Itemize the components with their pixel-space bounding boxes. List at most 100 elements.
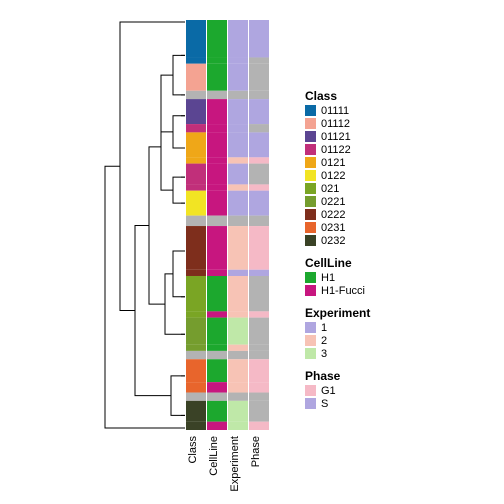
- legend-label: H1: [321, 272, 335, 284]
- heat-cell: [249, 359, 269, 382]
- heat-cell: [249, 311, 269, 317]
- heat-cell: [228, 318, 248, 345]
- legend-title: CellLine: [305, 256, 352, 270]
- legend-swatch: [305, 322, 316, 333]
- dendro-edge: [135, 225, 171, 395]
- dendro-edge: [173, 116, 185, 148]
- heat-cell: [207, 99, 227, 124]
- heat-cell: [186, 345, 206, 351]
- heat-cell: [186, 157, 206, 163]
- heat-cell: [186, 99, 206, 124]
- heat-cell: [249, 99, 269, 124]
- dendro-edge: [173, 251, 185, 297]
- heat-cell: [186, 20, 206, 57]
- heat-cell: [207, 393, 227, 401]
- heat-cell: [228, 157, 248, 163]
- legend-swatch: [305, 222, 316, 233]
- heat-cell: [249, 157, 269, 163]
- heat-cell: [228, 382, 248, 392]
- dendro-edge: [171, 376, 185, 416]
- heat-cell: [207, 276, 227, 311]
- heat-cell: [186, 351, 206, 359]
- track-label: Class: [187, 436, 199, 464]
- legend-swatch: [305, 285, 316, 296]
- heat-cell: [186, 311, 206, 317]
- heat-cell: [186, 270, 206, 276]
- dendro-edge: [173, 177, 185, 203]
- legend-title: Class: [305, 89, 337, 103]
- heat-cell: [228, 345, 248, 351]
- heat-cell: [228, 57, 248, 63]
- heat-cell: [228, 401, 248, 422]
- heat-cell: [207, 184, 227, 190]
- heat-cell: [228, 124, 248, 132]
- heat-cell: [228, 311, 248, 317]
- legend-label: 0231: [321, 222, 345, 234]
- legend-label: 2: [321, 335, 327, 347]
- heat-cell: [249, 184, 269, 190]
- heat-cell: [249, 382, 269, 392]
- heat-cell: [207, 270, 227, 276]
- legend-label: 0122: [321, 170, 345, 182]
- heat-cell: [186, 164, 206, 185]
- legend-label: 021: [321, 183, 339, 195]
- heat-cell: [249, 57, 269, 63]
- heat-cell: [186, 191, 206, 216]
- heat-cell: [186, 184, 206, 190]
- legend-label: 3: [321, 348, 327, 360]
- legend-label: 0232: [321, 235, 345, 247]
- heat-cell: [228, 270, 248, 276]
- legend-label: 1: [321, 322, 327, 334]
- heat-cell: [249, 226, 269, 270]
- heat-cell: [249, 91, 269, 99]
- heat-cell: [186, 132, 206, 157]
- heat-cell: [228, 422, 248, 430]
- heat-cell: [186, 124, 206, 132]
- legend-label: G1: [321, 385, 336, 397]
- dendro-edge: [161, 75, 173, 132]
- legend-label: H1-Fucci: [321, 285, 365, 297]
- heat-cell: [249, 124, 269, 132]
- heat-cell: [228, 216, 248, 226]
- dendro-edge: [165, 274, 185, 334]
- figure-root: Class CellLine Experiment Phase Class 01111 01…: [0, 0, 504, 504]
- heat-cell: [186, 393, 206, 401]
- heat-cell: [207, 226, 227, 270]
- heat-cell: [228, 64, 248, 91]
- heat-cell: [249, 20, 269, 57]
- heat-cell: [228, 164, 248, 185]
- heat-cell: [207, 422, 227, 430]
- heat-cell: [186, 216, 206, 226]
- heat-cell: [207, 351, 227, 359]
- heat-cell: [249, 270, 269, 276]
- heat-cell: [186, 318, 206, 345]
- legend-swatch: [305, 209, 316, 220]
- heat-cell: [186, 359, 206, 382]
- heat-cell: [207, 57, 227, 63]
- heat-cell: [249, 132, 269, 157]
- track-label: Phase: [250, 436, 262, 467]
- heat-cell: [186, 91, 206, 99]
- heat-cell: [249, 351, 269, 359]
- heat-cell: [249, 393, 269, 401]
- legend-title: Experiment: [305, 306, 370, 320]
- heat-cell: [207, 318, 227, 345]
- heat-cell: [228, 351, 248, 359]
- legend-swatch: [305, 157, 316, 168]
- dendro-edge: [120, 22, 185, 311]
- heat-cell: [186, 422, 206, 430]
- heat-cell: [249, 191, 269, 216]
- heat-cell: [186, 276, 206, 311]
- heat-cell: [207, 124, 227, 132]
- heat-cell: [249, 401, 269, 422]
- heat-cell: [186, 64, 206, 91]
- heat-cell: [228, 132, 248, 157]
- heat-cell: [228, 393, 248, 401]
- heat-cell: [207, 359, 227, 382]
- legend-swatch: [305, 131, 316, 142]
- heat-cell: [249, 345, 269, 351]
- heat-cell: [228, 91, 248, 99]
- legend-swatch: [305, 183, 316, 194]
- legend-label: 01111: [321, 105, 349, 117]
- heat-cell: [228, 20, 248, 57]
